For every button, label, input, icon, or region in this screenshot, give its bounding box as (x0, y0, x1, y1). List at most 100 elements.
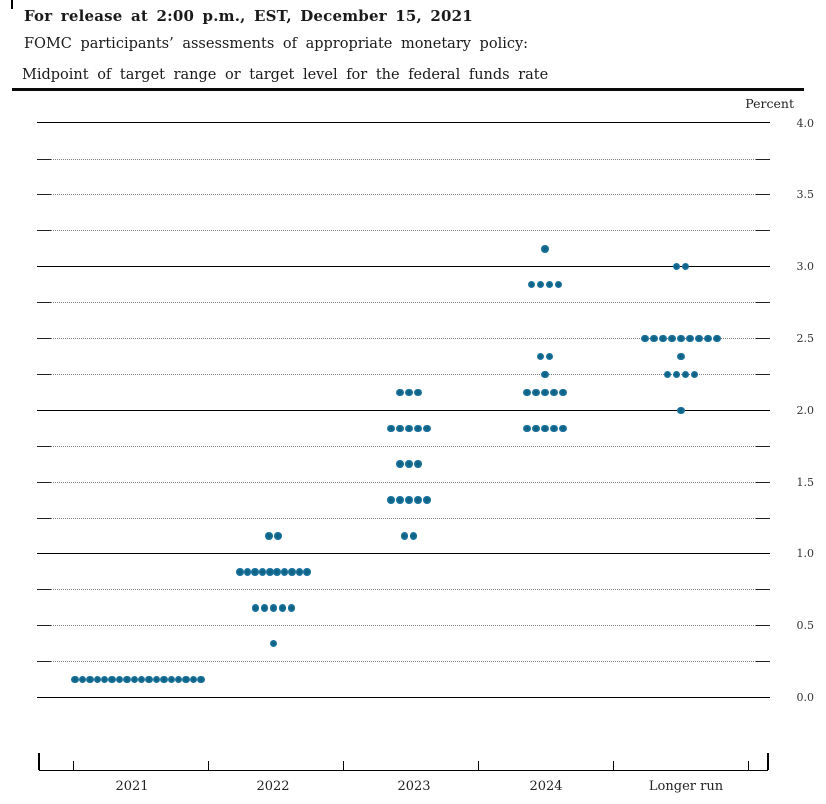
projection-dot (523, 388, 531, 397)
projection-dot (288, 568, 296, 576)
projection-dot (414, 460, 422, 468)
projection-dot (409, 532, 418, 540)
projection-dot (405, 424, 413, 432)
gridline-end-cap (756, 338, 770, 339)
y-tick-label-3.0: 3.0 (796, 260, 815, 274)
projection-dot (541, 424, 549, 432)
projection-dot (137, 675, 146, 684)
projection-dot (677, 334, 685, 343)
projection-dot (554, 280, 563, 289)
projection-dot (541, 388, 549, 397)
projection-dot (71, 675, 79, 684)
projection-dot (641, 334, 649, 343)
projection-dot (273, 568, 281, 576)
header-divider-rule (12, 88, 804, 91)
projection-dot (550, 424, 558, 432)
projection-dot (536, 280, 545, 289)
projection-dot (550, 388, 558, 397)
projection-dot (423, 424, 431, 432)
gridline-dotted-segment (51, 158, 756, 160)
gridline-dotted-segment (51, 338, 756, 339)
x-axis-tick (208, 761, 209, 770)
projection-dot (269, 639, 278, 648)
projection-dot (287, 604, 296, 612)
gridline-dotted-segment (51, 194, 756, 196)
projection-dot (695, 334, 703, 343)
projection-dot (663, 370, 672, 379)
gridline-end-cap (37, 445, 51, 447)
gridline-dotted-3.25 (37, 230, 770, 232)
projection-dot (266, 568, 274, 576)
projection-dot (690, 370, 699, 379)
projection-dot (681, 262, 690, 271)
projection-dot (532, 424, 540, 432)
y-tick-label-1.0: 1.0 (796, 547, 815, 561)
projection-dot (405, 496, 413, 504)
projection-dot (677, 406, 685, 415)
chart-description: FOMC participants’ assessments of approp… (24, 36, 529, 52)
projection-dot (545, 280, 554, 289)
gridline-dotted-segment (51, 481, 756, 483)
x-axis-label-longer-run: Longer run (648, 779, 724, 794)
projection-dot (174, 675, 183, 684)
projection-dot (405, 388, 413, 397)
y-tick-label-3.5: 3.5 (796, 188, 815, 202)
gridline-dotted-segment (51, 589, 756, 591)
gridline-solid-1.00 (37, 553, 770, 555)
projection-dot (650, 334, 658, 343)
gridline-solid-3.00 (37, 265, 770, 267)
gridline-end-cap (756, 302, 770, 304)
projection-dot (123, 675, 131, 684)
projection-dot (278, 604, 287, 612)
y-tick-label-1.5: 1.5 (796, 475, 815, 489)
x-axis-label-2022: 2022 (256, 779, 290, 794)
y-tick-label-4.0: 4.0 (796, 116, 815, 130)
projection-dot (197, 675, 205, 684)
projection-dot (303, 568, 311, 576)
projection-dot (400, 532, 409, 540)
chart-title: Midpoint of target range or target level… (22, 67, 549, 83)
gridline-end-cap (756, 661, 770, 663)
projection-dot (260, 604, 269, 612)
gridline-dotted-3.50 (37, 194, 770, 196)
projection-dot (258, 568, 267, 576)
projection-dot (523, 424, 531, 432)
gridline-end-cap (37, 373, 51, 375)
gridline-end-cap (37, 302, 51, 304)
projection-dot (152, 675, 161, 684)
projection-dot (86, 675, 94, 684)
projection-dot (396, 496, 404, 504)
gridline-end-cap (37, 338, 51, 339)
projection-dot (704, 334, 712, 343)
projection-dot (243, 568, 252, 576)
projection-dot (130, 675, 139, 684)
gridline-end-cap (756, 373, 770, 375)
x-axis-tick (73, 761, 74, 770)
projection-dot (405, 460, 413, 468)
gridline-dotted-segment (51, 445, 756, 447)
x-axis-label-2023: 2023 (397, 779, 431, 794)
gridline-dotted-segment (51, 661, 756, 663)
gridline-end-cap (37, 481, 51, 483)
projection-dot (167, 675, 176, 684)
projection-dot (414, 388, 422, 397)
x-axis-end-tick (38, 753, 40, 770)
projection-dot (236, 568, 244, 576)
projection-dot (414, 424, 422, 432)
gridline-solid-2.00 (37, 409, 770, 411)
gridline-end-cap (37, 517, 51, 519)
gridline-dotted-2.75 (37, 302, 770, 304)
gridline-end-cap (756, 517, 770, 519)
gridline-end-cap (37, 194, 51, 196)
y-tick-label-0.5: 0.5 (796, 619, 815, 633)
projection-dot (115, 675, 124, 684)
gridline-dotted-3.75 (37, 158, 770, 160)
projection-dot (93, 675, 102, 684)
projection-dot (396, 424, 404, 432)
projection-dot (659, 334, 667, 343)
x-axis-tick (343, 761, 344, 770)
gridline-dotted-segment (51, 625, 756, 627)
gridline-end-cap (37, 589, 51, 591)
gridline-dotted-segment (51, 302, 756, 304)
projection-dot (160, 675, 168, 684)
